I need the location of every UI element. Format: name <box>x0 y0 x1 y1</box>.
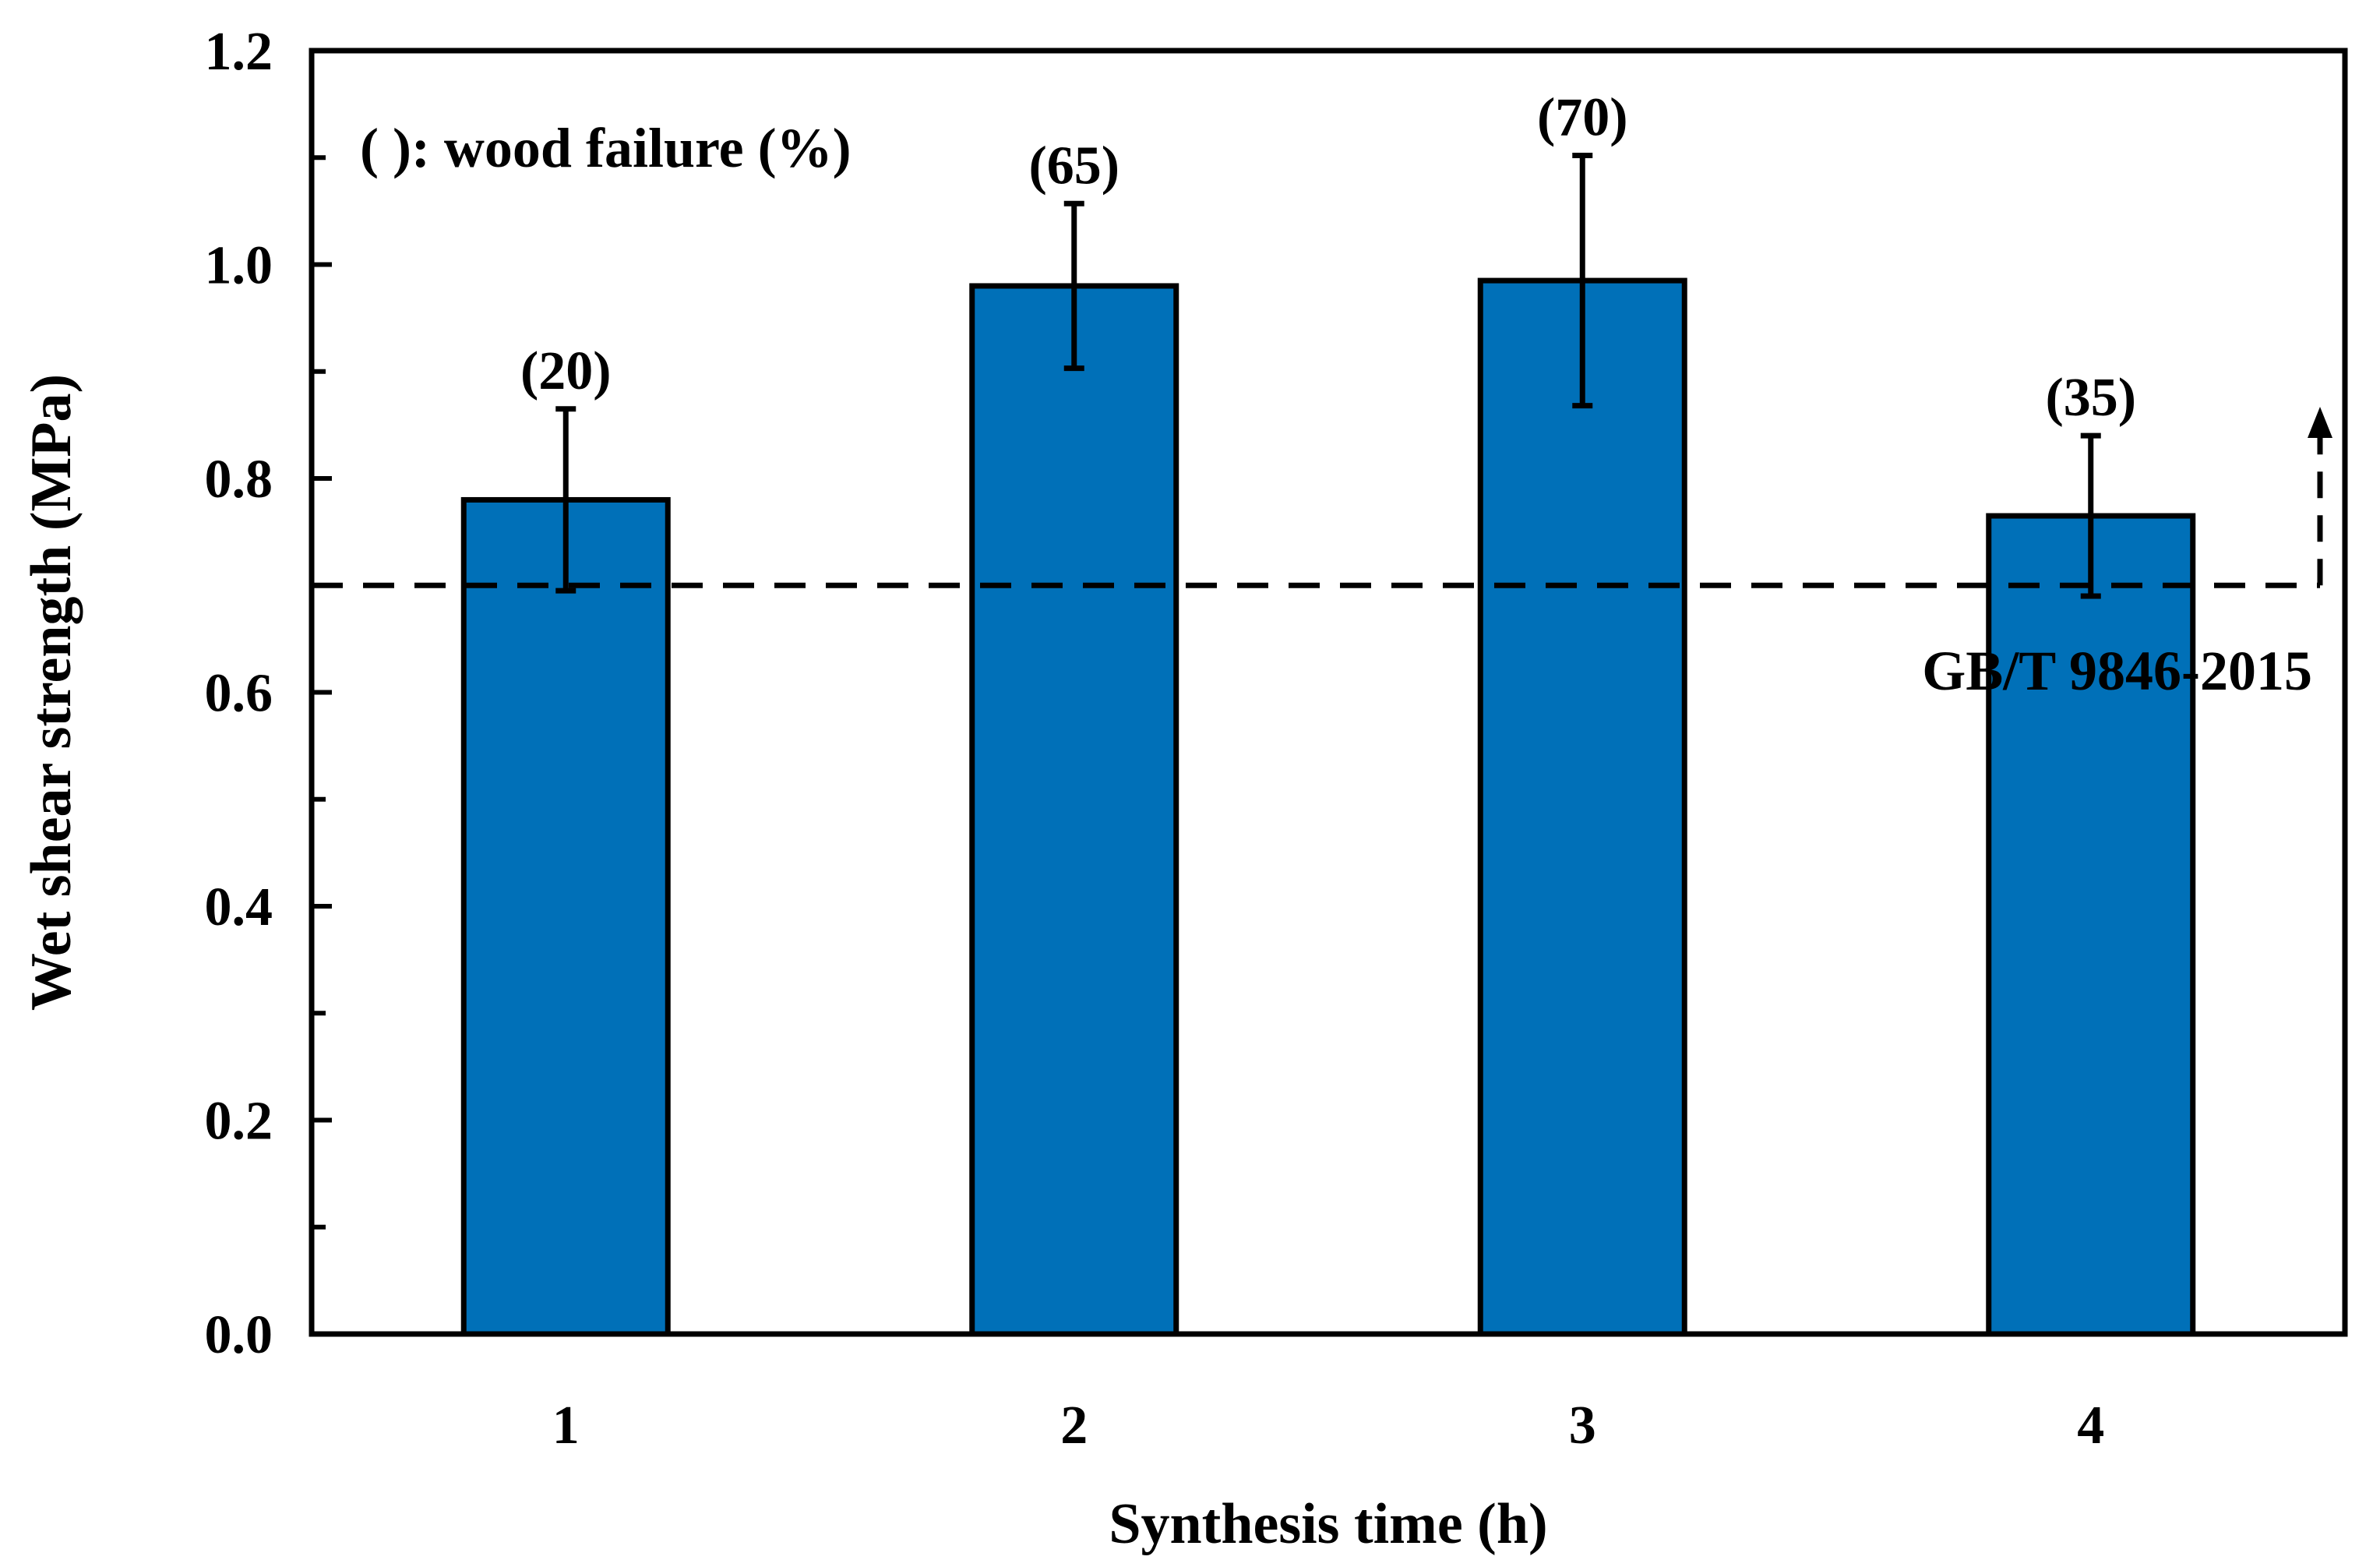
wood-failure-legend-note: ( ): wood failure (%) <box>360 117 852 179</box>
wood-failure-label: (70) <box>1537 88 1628 148</box>
y-axis-title: Wet shear strength (MPa) <box>19 374 83 1011</box>
reference-line-group <box>312 407 2332 588</box>
bar-4 <box>1986 513 2196 1337</box>
y-tick-label: 0.6 <box>205 664 273 724</box>
reference-standard-label: GB/T 9846-2015 <box>1922 640 2312 702</box>
error-bars <box>555 153 2101 599</box>
bar-3 <box>1477 277 1687 1337</box>
y-tick-label: 0.0 <box>205 1305 273 1365</box>
y-axis-ticks: 0.0 0.2 0.4 0.6 0.8 1.0 1.2 <box>205 22 332 1365</box>
x-axis-title: Synthesis time (h) <box>1109 1492 1547 1556</box>
x-tick-label: 3 <box>1569 1396 1596 1456</box>
y-tick-label: 1.0 <box>205 236 273 296</box>
plot-area-frame <box>309 48 2348 1337</box>
y-tick-label: 0.4 <box>205 877 273 937</box>
x-tick-label: 1 <box>552 1396 580 1456</box>
y-tick-label: 0.2 <box>205 1092 273 1152</box>
y-tick-label: 1.2 <box>205 22 273 82</box>
y-tick-label: 0.8 <box>205 450 273 510</box>
bar-1 <box>460 496 671 1337</box>
bars <box>460 277 2196 1337</box>
wood-failure-label: (35) <box>2045 368 2136 428</box>
wood-failure-label: (65) <box>1028 136 1119 196</box>
x-tick-label: 2 <box>1060 1396 1088 1456</box>
up-arrow-icon <box>2308 407 2332 438</box>
bar-2 <box>969 283 1179 1337</box>
x-tick-label: 4 <box>2077 1396 2104 1456</box>
wood-failure-label: (20) <box>520 341 612 401</box>
data-labels: (20) (65) (70) (35) <box>520 88 2136 429</box>
x-axis-tick-labels: 1 2 3 4 <box>552 1396 2105 1456</box>
